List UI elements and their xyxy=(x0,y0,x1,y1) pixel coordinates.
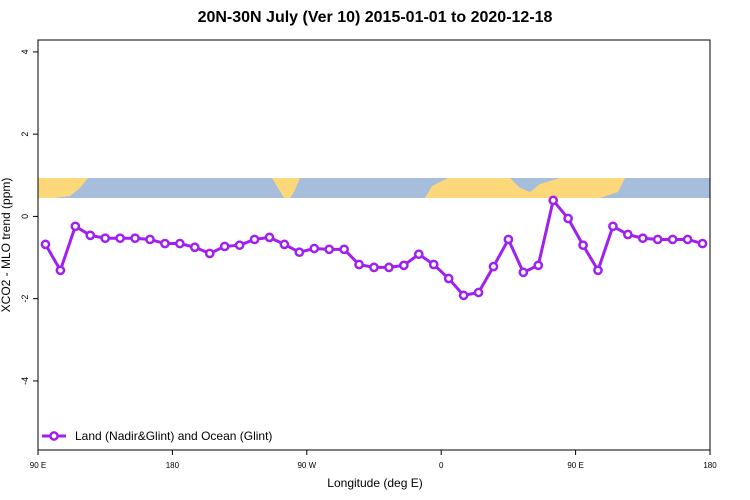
data-point xyxy=(593,265,603,276)
data-point xyxy=(548,195,559,206)
data-point xyxy=(563,213,573,224)
data-point xyxy=(533,260,544,271)
y-tick-label: -2 xyxy=(20,295,30,303)
data-point xyxy=(55,265,66,276)
data-point xyxy=(100,233,111,244)
x-tick-label: 0 xyxy=(439,461,444,470)
data-point xyxy=(578,240,588,251)
y-tick-label: 2 xyxy=(20,132,30,137)
data-point xyxy=(324,244,335,255)
x-axis-label: Longitude (deg E) xyxy=(327,476,422,490)
data-point xyxy=(294,247,305,258)
data-point xyxy=(219,241,230,252)
data-point xyxy=(354,259,364,270)
data-point xyxy=(339,244,349,255)
x-tick-label: 180 xyxy=(166,461,180,470)
data-point xyxy=(234,240,245,251)
data-point xyxy=(503,234,514,245)
data-point xyxy=(384,262,394,273)
y-tick-label: -4 xyxy=(20,377,30,385)
data-point xyxy=(473,287,484,298)
data-point xyxy=(249,234,260,245)
x-tick-label: 90 E xyxy=(567,461,583,470)
data-point xyxy=(40,239,51,250)
chart-title: 20N-30N July (Ver 10) 2015-01-01 to 2020… xyxy=(198,9,553,26)
data-point xyxy=(145,234,155,245)
data-point xyxy=(369,262,379,273)
y-tick-label: 0 xyxy=(20,214,30,219)
data-point xyxy=(204,248,215,259)
data-point xyxy=(667,234,678,245)
data-point xyxy=(488,261,499,272)
data-point xyxy=(85,230,96,241)
data-point xyxy=(518,267,529,278)
data-point xyxy=(115,233,125,244)
legend-marker xyxy=(49,431,59,441)
data-point xyxy=(189,242,200,253)
data-point xyxy=(697,238,708,249)
data-point xyxy=(682,234,693,245)
y-tick-label: 4 xyxy=(20,49,30,54)
data-point xyxy=(458,290,469,301)
x-tick-label: 180 xyxy=(703,461,717,470)
data-point xyxy=(623,229,633,240)
data-point xyxy=(443,273,454,284)
plot-frame xyxy=(37,39,711,451)
map-strip xyxy=(38,178,710,198)
series-line xyxy=(44,197,703,298)
data-point xyxy=(279,239,290,250)
data-point xyxy=(399,260,409,271)
data-point xyxy=(70,221,81,232)
data-point xyxy=(428,259,439,270)
data-point xyxy=(160,238,170,249)
y-axis-label: XCO2 - MLO trend (ppm) xyxy=(0,178,13,313)
data-point xyxy=(309,243,320,254)
x-tick-label: 90 W xyxy=(297,461,316,470)
data-point xyxy=(264,232,275,243)
data-point xyxy=(175,238,185,249)
data-point xyxy=(608,221,618,232)
legend-label: Land (Nadir&Glint) and Ocean (Glint) xyxy=(75,429,272,443)
x-tick-label: 90 E xyxy=(30,461,46,470)
data-point xyxy=(130,233,140,244)
data-point xyxy=(413,249,424,260)
data-point xyxy=(637,233,648,244)
data-point xyxy=(652,234,663,245)
